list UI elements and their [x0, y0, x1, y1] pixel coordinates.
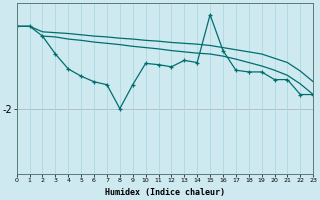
- X-axis label: Humidex (Indice chaleur): Humidex (Indice chaleur): [105, 188, 225, 197]
